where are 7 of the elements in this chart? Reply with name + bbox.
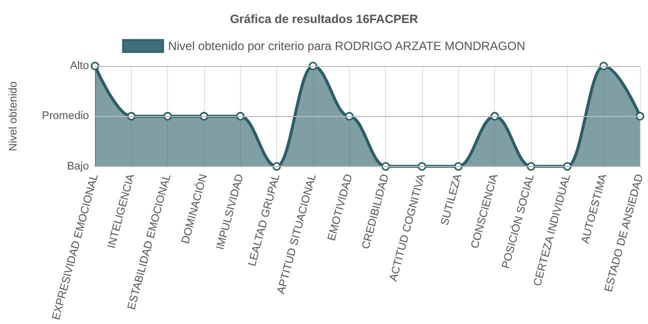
ref-line-label: Alto [70, 60, 89, 72]
ref-line-label: Bajo [66, 160, 89, 172]
ref-line-label: Promedio [42, 110, 89, 122]
y-axis-title: Nivel obtenido [8, 81, 20, 152]
x-tick-label: LEALTAD GRUPAL [246, 172, 282, 268]
chart-title: Gráfica de resultados 16FACPER [230, 12, 418, 26]
legend-label: Nivel obtenido por criterio para RODRIGO ARZATE MONDRAGON [168, 39, 526, 53]
